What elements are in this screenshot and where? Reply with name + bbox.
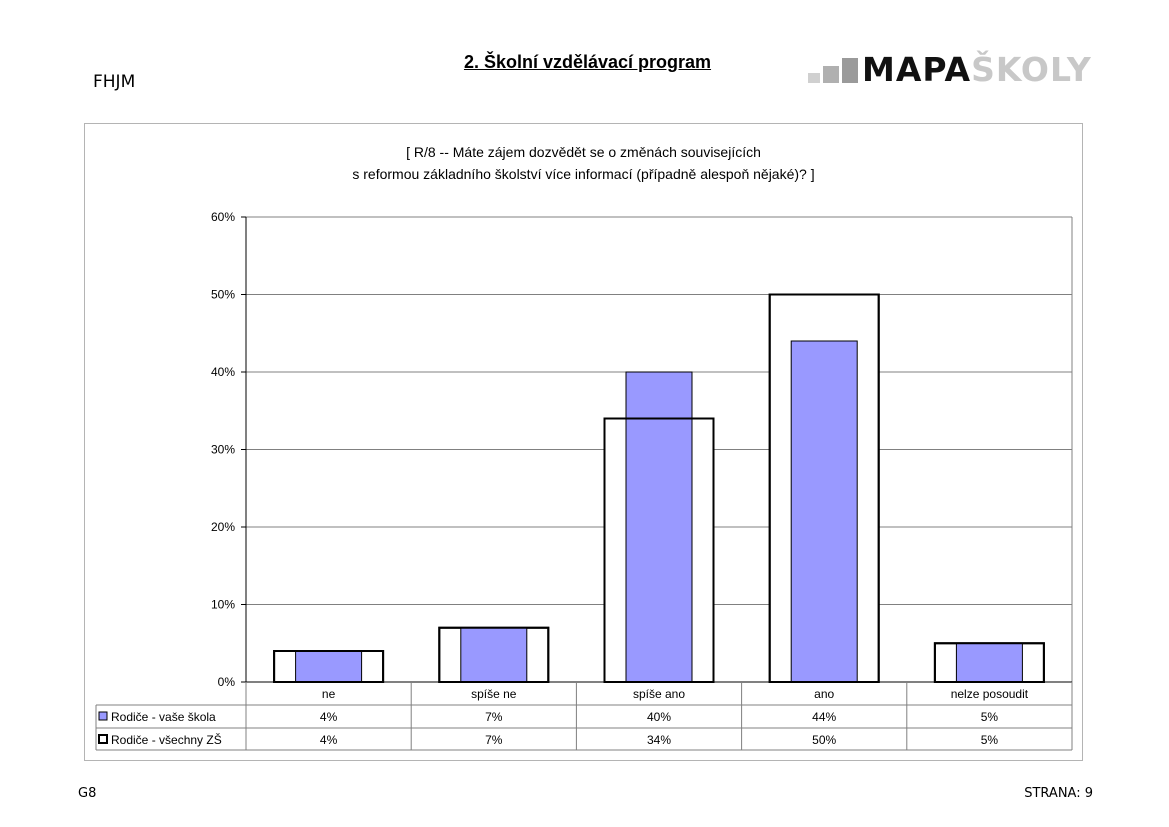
logo-text: MAPAŠKOLY	[862, 50, 1092, 90]
x-tick-label: ano	[814, 687, 834, 701]
x-tick-label: nelze posoudit	[951, 687, 1029, 701]
data-label-all-schools: 5%	[981, 733, 999, 747]
chart-title-line-2: s reformou základního školství více info…	[352, 166, 815, 182]
school-code: FHJM	[93, 72, 136, 92]
legend-key-all-schools	[98, 734, 108, 744]
data-label-all-schools: 7%	[485, 733, 503, 747]
data-label-your-school: 44%	[812, 710, 836, 724]
y-tick-label: 40%	[211, 365, 235, 379]
legend-label-your-school: Rodiče - vaše škola	[111, 710, 216, 724]
data-label-your-school: 5%	[981, 710, 999, 724]
logo-square-small	[808, 73, 820, 83]
data-label-your-school: 4%	[320, 710, 338, 724]
y-tick-label: 10%	[211, 598, 235, 612]
y-tick-label: 30%	[211, 443, 235, 457]
bar-your-school	[460, 627, 528, 683]
x-tick-label: spíše ano	[633, 687, 685, 701]
bar-your-school	[955, 642, 1023, 683]
page-code: G8	[78, 786, 97, 801]
data-label-all-schools: 34%	[647, 733, 671, 747]
bar-your-school	[790, 340, 858, 683]
data-label-all-schools: 50%	[812, 733, 836, 747]
y-tick-label: 0%	[218, 675, 236, 689]
y-tick-label: 50%	[211, 288, 235, 302]
y-tick-label: 60%	[211, 210, 235, 224]
chart-title: [ R/8 -- Máte zájem dozvědět se o změnác…	[84, 141, 1083, 185]
chart-frame	[84, 123, 1083, 761]
logo-square-large	[842, 58, 858, 83]
bar-your-school	[625, 371, 693, 683]
chart-title-line-1: [ R/8 -- Máte zájem dozvědět se o změnác…	[406, 144, 761, 160]
data-label-all-schools: 4%	[320, 733, 338, 747]
logo-text-light: ŠKOLY	[971, 50, 1092, 89]
logo-square-medium	[823, 66, 839, 83]
section-title: 2. Školní vzdělávací program	[463, 52, 712, 72]
page-number: STRANA: 9	[1024, 786, 1093, 801]
x-tick-label: ne	[322, 687, 336, 701]
mapa-skoly-logo: MAPAŠKOLY	[808, 50, 1091, 89]
y-tick-label: 20%	[211, 520, 235, 534]
legend-label-all-schools: Rodiče - všechny ZŠ	[111, 732, 222, 747]
legend-key-your-school	[98, 711, 108, 721]
data-label-your-school: 40%	[647, 710, 671, 724]
x-tick-label: spíše ne	[471, 687, 517, 701]
bar-your-school	[295, 650, 363, 683]
logo-text-bold: MAPA	[862, 50, 972, 89]
data-label-your-school: 7%	[485, 710, 503, 724]
